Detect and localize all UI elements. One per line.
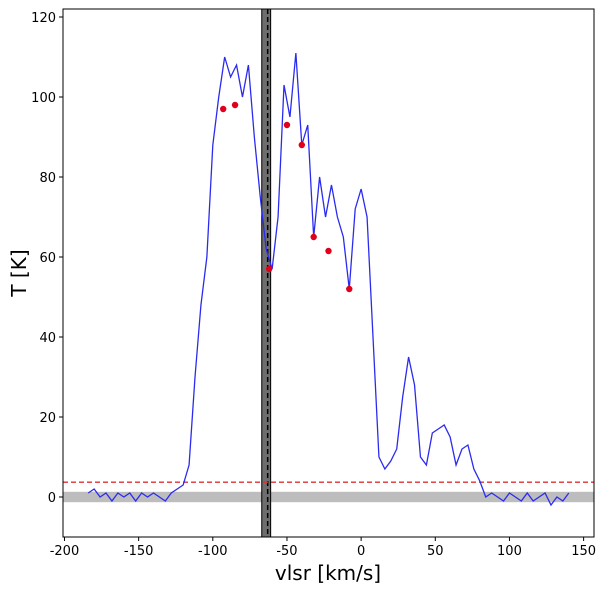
x-tick-label: -200: [50, 544, 80, 559]
x-tick-label: 0: [357, 544, 365, 559]
spectrum-line: [87, 52, 570, 507]
x-tick-label: -50: [276, 544, 297, 559]
peak-point: [298, 141, 306, 149]
x-tick-label: -150: [124, 544, 154, 559]
peak-point: [265, 265, 273, 273]
peak-point: [310, 233, 317, 241]
plot-frame: [62, 8, 595, 538]
y-tick-label: 40: [39, 331, 56, 346]
y-tick-label: 20: [39, 411, 56, 426]
x-axis-label: vlsr [km/s]: [275, 561, 381, 585]
y-tick-label: 80: [39, 171, 56, 186]
y-tick-label: 0: [48, 491, 56, 506]
x-tick-label: 50: [427, 544, 444, 559]
peak-point: [231, 101, 239, 109]
x-tick-label: -100: [198, 544, 228, 559]
y-tick-label: 120: [31, 11, 56, 26]
h-band: [63, 491, 594, 503]
x-tick-label: 150: [571, 544, 596, 559]
peak-point: [346, 285, 353, 293]
peak-point: [325, 247, 332, 255]
x-tick-label: 100: [497, 544, 522, 559]
y-axis-label: T [K]: [7, 249, 31, 297]
v-band: [261, 8, 272, 538]
peak-point: [283, 121, 291, 129]
y-tick-label: 100: [31, 91, 56, 106]
y-tick-label: 60: [39, 251, 56, 266]
peak-point: [219, 105, 227, 113]
